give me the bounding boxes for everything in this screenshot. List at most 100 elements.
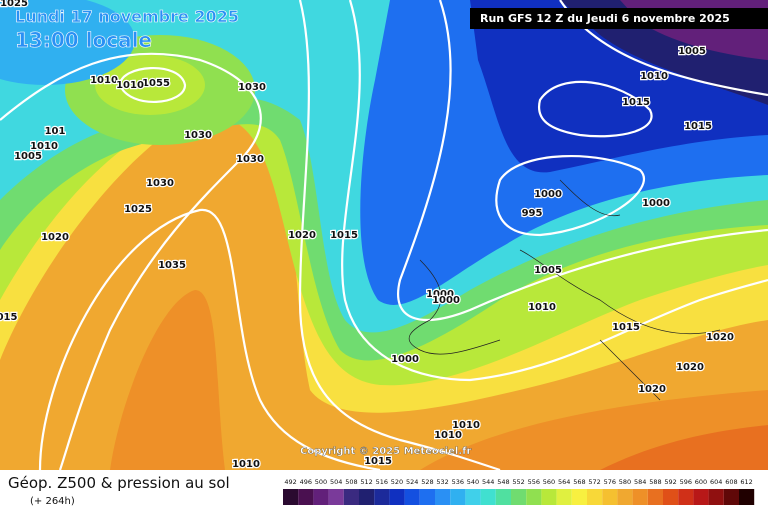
footer-lead: (+ 264h): [30, 496, 75, 507]
isobar-label: 1010: [116, 80, 144, 91]
scale-label: 612: [740, 478, 752, 486]
isobar-label: 1010: [434, 430, 462, 441]
isobar-label: 1055: [142, 78, 170, 89]
scale-swatch: [632, 489, 648, 505]
scale-swatch: [495, 489, 511, 505]
scale-label: 576: [604, 478, 616, 486]
scale-swatch: [678, 489, 694, 505]
scale-label: 564: [558, 478, 570, 486]
footer-title: Géop. Z500 & pression au sol: [8, 474, 230, 492]
scale-label: 608: [725, 478, 737, 486]
scale-label: 504: [330, 478, 342, 486]
copyright: Copyright © 2025 Meteociel.fr: [300, 446, 471, 457]
scale-swatch: [739, 489, 755, 505]
isobar-label: 101: [45, 126, 66, 137]
isobar-label: 1005: [14, 151, 42, 162]
scale-swatch: [359, 489, 375, 505]
isobar-label: 1025: [124, 204, 152, 215]
isobar-label: 1010: [528, 302, 556, 313]
scale-label: 600: [695, 478, 707, 486]
isobar-label: 1020: [41, 232, 69, 243]
scale-label: 580: [619, 478, 631, 486]
isobar-label: 1025: [0, 0, 28, 9]
isobar-label: 1015: [364, 456, 392, 467]
scale-label: 556: [528, 478, 540, 486]
scale-swatch: [374, 489, 390, 505]
isobar-label: 1000: [642, 198, 670, 209]
scale-label: 584: [634, 478, 646, 486]
scale-swatch: [693, 489, 709, 505]
scale-swatch: [343, 489, 359, 505]
scale-label: 532: [436, 478, 448, 486]
isobar-label: 1020: [676, 362, 704, 373]
scale-label: 528: [421, 478, 433, 486]
scale-swatch: [313, 489, 329, 505]
run-info: Run GFS 12 Z du Jeudi 6 novembre 2025: [480, 12, 730, 25]
isobar-label: 1020: [706, 332, 734, 343]
run-box: [470, 8, 768, 29]
scale-label: 500: [315, 478, 327, 486]
scale-label: 524: [406, 478, 418, 486]
isobar-label: 1010: [640, 71, 668, 82]
scale-label: 560: [543, 478, 555, 486]
scale-label: 548: [497, 478, 509, 486]
scale-swatch: [602, 489, 618, 505]
scale-label: 520: [391, 478, 403, 486]
scale-swatch: [647, 489, 663, 505]
isobar-label: 1015: [330, 230, 358, 241]
scale-label: 540: [467, 478, 479, 486]
forecast-time: 13:00 locale: [15, 28, 152, 52]
isobar-label: 1015: [622, 97, 650, 108]
scale-label: 592: [664, 478, 676, 486]
scale-swatch: [480, 489, 496, 505]
scale-swatch: [617, 489, 633, 505]
isobar-label: 1020: [288, 230, 316, 241]
scale-swatch: [419, 489, 435, 505]
isobar-label: 995: [522, 208, 543, 219]
scale-label: 508: [345, 478, 357, 486]
color-scale: 492 496 500 504 508 512 516 520 524 528 532 536 540 5…: [283, 478, 755, 505]
isobar-label: 1010: [30, 141, 58, 152]
scale-swatch: [708, 489, 724, 505]
scale-label: 512: [360, 478, 372, 486]
isobar-label: 1010: [90, 75, 118, 86]
isobar-label: 1035: [158, 260, 186, 271]
scale-swatch: [298, 489, 314, 505]
scale-swatch: [283, 489, 299, 505]
isobar-label: 1015: [612, 322, 640, 333]
scale-label: 552: [512, 478, 524, 486]
isobar-label: 1020: [638, 384, 666, 395]
scale-swatch: [556, 489, 572, 505]
scale-label: 496: [300, 478, 312, 486]
isobar-label: 1000: [432, 295, 460, 306]
isobar-label: 1030: [184, 130, 212, 141]
scale-label: 544: [482, 478, 494, 486]
forecast-date: Lundi 17 novembre 2025: [15, 7, 239, 26]
isobar-label: 1000: [391, 354, 419, 365]
scale-swatch: [587, 489, 603, 505]
scale-swatch: [435, 489, 451, 505]
scale-label: 492: [284, 478, 296, 486]
scale-swatch: [328, 489, 344, 505]
scale-label: 568: [573, 478, 585, 486]
scale-label: 516: [376, 478, 388, 486]
scale-swatch: [663, 489, 679, 505]
isobar-label: 015: [0, 312, 17, 323]
isobar-label: 1030: [238, 82, 266, 93]
isobar-label: 1030: [146, 178, 174, 189]
isobar-label: 1000: [534, 189, 562, 200]
scale-swatch: [571, 489, 587, 505]
isobar-label: 1010: [232, 459, 260, 470]
scale-label: 604: [710, 478, 722, 486]
scale-label: 596: [680, 478, 692, 486]
scale-swatch: [450, 489, 466, 505]
scale-swatch: [511, 489, 527, 505]
scale-label: 572: [588, 478, 600, 486]
isobar-label: 1000: [426, 289, 454, 300]
scale-swatch: [526, 489, 542, 505]
isobar-label: 1005: [534, 265, 562, 276]
scale-swatch: [541, 489, 557, 505]
isobar-label: 1010: [452, 420, 480, 431]
